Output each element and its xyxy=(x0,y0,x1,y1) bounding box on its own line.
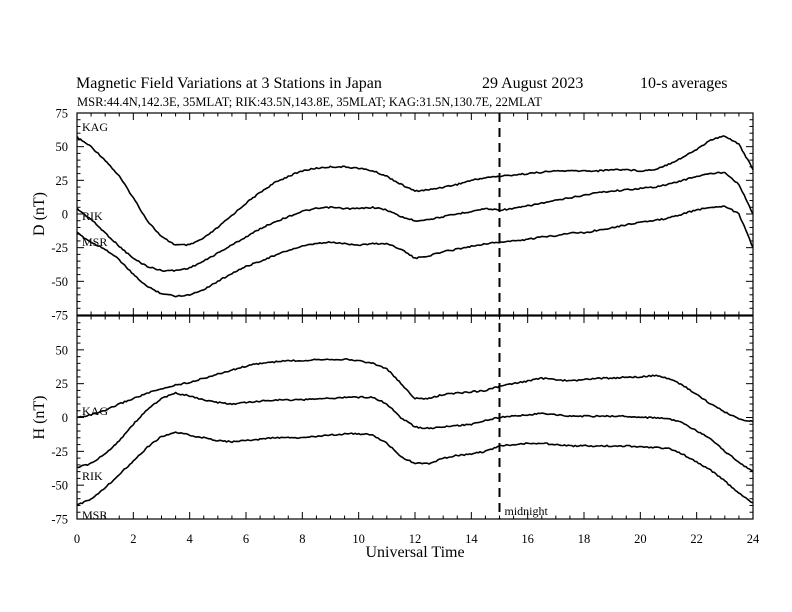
y-tick-label: 25 xyxy=(56,174,69,188)
x-tick-label: 4 xyxy=(187,532,194,546)
midnight-marker: midnight xyxy=(498,113,549,519)
x-tick-label: 0 xyxy=(74,532,80,546)
d-panel: -75 -50 -25 0 25 50 75 D (nT) KAG RIK MSR xyxy=(31,107,754,323)
series-line-kag xyxy=(76,135,754,247)
x-tick-label: 16 xyxy=(521,532,534,546)
x-tick-label: 20 xyxy=(634,532,647,546)
series-line-msr xyxy=(76,431,754,506)
y-tick-label: 0 xyxy=(62,208,68,222)
y-tick-label: -25 xyxy=(51,445,68,459)
y-tick-label: -25 xyxy=(51,241,68,255)
series-line-kag xyxy=(76,357,754,423)
y-axis-label: H (nT) xyxy=(31,396,48,440)
series-label-msr: MSR xyxy=(82,235,107,249)
plot-frame xyxy=(76,112,754,316)
y-tick-label: 0 xyxy=(62,411,68,425)
x-tick-label: 8 xyxy=(299,532,305,546)
x-tick-label: 10 xyxy=(352,532,365,546)
x-tick-label: 2 xyxy=(130,532,136,546)
y-tick-label: 50 xyxy=(56,343,69,357)
header: Magnetic Field Variations at 3 Stations … xyxy=(76,75,728,109)
h-panel: -75 -50 -25 0 25 50 H (nT) KAG RIK MSR xyxy=(31,315,754,527)
y-tick-label: -50 xyxy=(51,275,68,289)
series-label-rik: RIK xyxy=(82,209,103,223)
stations-info: MSR:44.4N,142.3E, 35MLAT; RIK:43.5N,143.… xyxy=(77,95,542,109)
series-label-msr: MSR xyxy=(82,508,107,522)
series-line-rik xyxy=(76,391,754,473)
chart-date: 29 August 2023 xyxy=(482,75,583,92)
x-tick-label: 22 xyxy=(690,532,703,546)
series-label-kag: KAG xyxy=(82,120,108,134)
y-tick-label: -75 xyxy=(51,513,68,527)
series-label-rik: RIK xyxy=(82,469,103,483)
y-tick-label: 75 xyxy=(56,107,69,121)
x-tick-label: 24 xyxy=(747,532,760,546)
x-axis-label: Universal Time xyxy=(365,544,464,561)
y-tick-label: -50 xyxy=(51,479,68,493)
averaging-label: 10-s averages xyxy=(640,75,728,92)
series-line-msr xyxy=(76,205,754,298)
midnight-label: midnight xyxy=(505,504,549,518)
chart-title: Magnetic Field Variations at 3 Stations … xyxy=(76,75,382,92)
y-tick-label: -75 xyxy=(51,309,68,323)
y-axis-label: D (nT) xyxy=(31,192,48,236)
y-tick-label: 50 xyxy=(56,140,69,154)
series-line-rik xyxy=(76,171,754,273)
x-tick-label: 14 xyxy=(465,532,478,546)
series-label-kag: KAG xyxy=(82,404,108,418)
y-tick-label: 25 xyxy=(56,377,69,391)
x-tick-label: 18 xyxy=(578,532,591,546)
x-tick-label: 12 xyxy=(409,532,422,546)
x-tick-label: 6 xyxy=(243,532,249,546)
